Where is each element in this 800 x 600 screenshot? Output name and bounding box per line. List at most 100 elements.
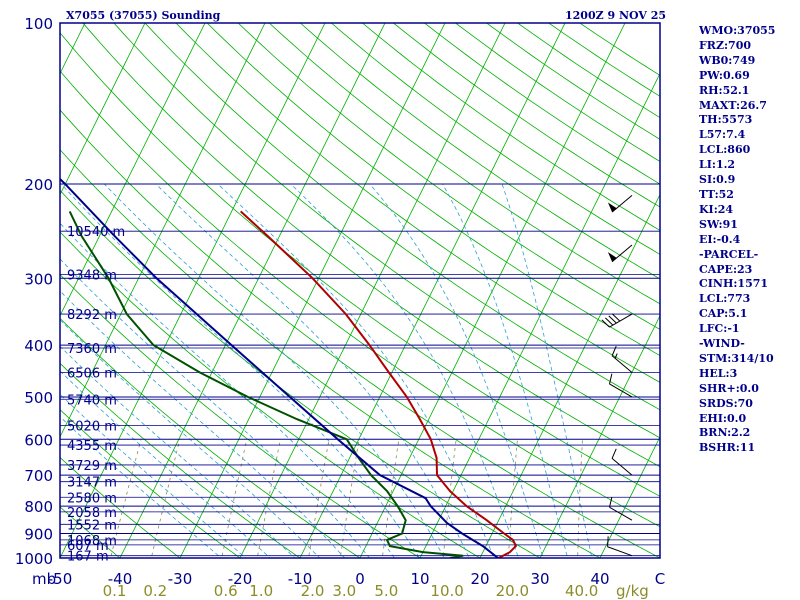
moist-adiabat-line (60, 222, 395, 558)
stat-item: PW:0.69 (699, 68, 750, 82)
stability-indices-panel: WMO:37055 FRZ:700 WB0:749 PW:0.69 RH:52.1 MAX… (699, 24, 775, 456)
barb-flag (611, 313, 621, 322)
mixing-ratio-tick-label: 40.0 (565, 582, 598, 600)
isotherm-line (479, 193, 660, 558)
stat-item: EI:-0.4 (699, 232, 741, 246)
dry-adiabat-line (237, 23, 660, 330)
height-label: 5740 m (67, 393, 117, 408)
stat-item: RH:52.1 (699, 83, 750, 97)
barb-flag (601, 319, 610, 328)
dry-adiabat-line (268, 23, 660, 305)
isotherm-line (60, 23, 206, 317)
stat-item: SI:0.9 (699, 173, 736, 187)
stat-item: -PARCEL- (699, 247, 759, 261)
stat-item: BRN:2.2 (699, 426, 751, 440)
barb-staff (611, 355, 633, 373)
stat-item: HEL:3 (699, 366, 738, 380)
dry-adiabat-line (0, 11, 12, 569)
height-label: 1068 m (67, 534, 117, 549)
stat-item: TH:5573 (699, 113, 753, 127)
barb-flag (608, 373, 613, 385)
pressure-tick-label: 900 (24, 526, 53, 544)
stat-item: LFC:-1 (699, 322, 740, 336)
sounding-title: X7055 (37055) Sounding (66, 9, 221, 22)
moist-adiabat-line (60, 370, 271, 558)
pressure-tick-label: 1000 (15, 550, 53, 568)
dry-adiabat-line (113, 23, 660, 439)
stat-item: TT:52 (699, 187, 734, 201)
barb-staff (611, 458, 633, 476)
sounding-traces (60, 177, 518, 558)
barb-flag (605, 317, 614, 326)
mixing-ratio-line (381, 439, 400, 558)
height-label: 5020 m (67, 419, 117, 434)
mixing-ratio-tick-label: 0.6 (214, 582, 238, 600)
barb-staff (609, 383, 633, 398)
stat-item: LCL:773 (699, 292, 751, 306)
moist-adiabat-line (61, 183, 420, 558)
isotherm-line (60, 23, 146, 196)
temperature-line (240, 210, 518, 558)
valid-time: 1200Z 9 NOV 25 (565, 9, 667, 22)
dry-adiabat-line (60, 362, 301, 558)
mixing-ratio-unit-label: g/kg (616, 582, 649, 600)
dry-adiabat-line (60, 109, 660, 558)
moist-adiabat-line (155, 183, 470, 558)
height-label: 607 m (67, 539, 109, 554)
temperature-tick-label: 20 (470, 570, 489, 588)
mixing-ratio-tick-label: 1.0 (249, 582, 273, 600)
pressure-tick-label: 300 (24, 270, 53, 288)
dry-adiabat-line (60, 506, 121, 558)
stat-item: MAXT:26.7 (699, 98, 767, 112)
isotherm-line (0, 11, 31, 569)
dry-adiabat-line (60, 70, 660, 528)
barb-pennant (607, 252, 617, 262)
dry-adiabat-line (60, 231, 481, 558)
isobars (60, 22, 660, 559)
dry-adiabat-line (60, 189, 541, 558)
height-label: 9348 m (67, 268, 117, 283)
stat-item: CAPE:23 (699, 262, 753, 276)
moist-adiabat-line (60, 258, 370, 558)
temperature-tick-label: C (655, 570, 665, 588)
temperature-tick-label: 40 (590, 570, 609, 588)
dry-adiabat-line (175, 23, 660, 383)
height-label: 2058 m (67, 506, 117, 521)
temperature-tick-label: 30 (530, 570, 549, 588)
mixing-ratio-tick-label: 0.2 (143, 582, 167, 600)
pressure-tick-label: 500 (24, 389, 53, 407)
mixing-ratio-tick-label: 10.0 (430, 582, 463, 600)
dry-adiabat-line (60, 409, 241, 558)
pressure-tick-label: 700 (24, 467, 53, 485)
moist-adiabat-line (369, 183, 544, 558)
stat-item: BSHR:11 (699, 441, 756, 455)
mixing-ratio-tick-label: 2.0 (301, 582, 325, 600)
stat-item: WB0:749 (699, 53, 756, 67)
wind-barb (607, 244, 633, 263)
temperature-tick-label: 10 (410, 570, 429, 588)
stat-item: LI:1.2 (699, 158, 736, 172)
height-label: 7360 m (67, 342, 117, 357)
barb-pennant (607, 202, 617, 213)
moist-adiabat-line (60, 393, 247, 558)
barb-staff (609, 313, 633, 328)
barb-flag (607, 536, 609, 547)
barb-flag (608, 315, 617, 324)
wind-barb (607, 536, 633, 557)
barb-staff (609, 506, 633, 521)
dry-adiabat-line (299, 23, 660, 280)
background-grid (0, 11, 660, 569)
mixing-ratio-line (339, 439, 360, 558)
moist-adiabat-line (104, 183, 445, 558)
height-label: 4355 m (67, 439, 117, 454)
wind-barb (611, 345, 633, 373)
height-label: 2580 m (67, 491, 117, 506)
dewpoint-line (68, 210, 464, 558)
mixing-ratio-tick-label: 20.0 (496, 582, 529, 600)
mixing-ratio-line (150, 439, 181, 558)
stat-item: -WIND- (699, 337, 745, 351)
pressure-tick-label: 400 (24, 337, 53, 355)
stat-item: L57:7.4 (699, 128, 746, 142)
dry-adiabat-line (60, 557, 61, 558)
